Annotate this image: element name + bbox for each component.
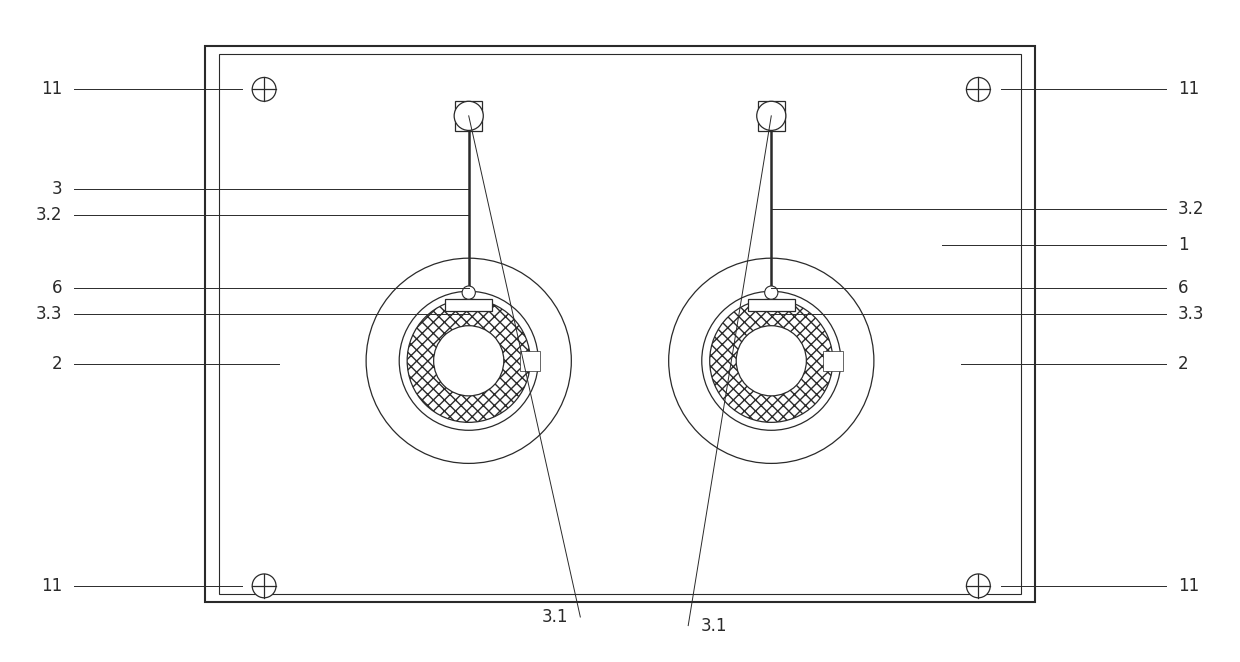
- Text: 3: 3: [51, 179, 62, 198]
- Ellipse shape: [454, 101, 484, 130]
- Ellipse shape: [252, 574, 277, 598]
- Text: 11: 11: [1178, 577, 1199, 595]
- Text: 2: 2: [1178, 355, 1189, 373]
- Ellipse shape: [765, 286, 777, 299]
- Ellipse shape: [399, 291, 538, 430]
- Bar: [521, 351, 541, 371]
- Text: 6: 6: [52, 279, 62, 297]
- Bar: [823, 351, 843, 371]
- Ellipse shape: [252, 77, 277, 101]
- Bar: [748, 299, 795, 311]
- Bar: [758, 101, 785, 131]
- Text: 11: 11: [1178, 80, 1199, 99]
- Text: 3.1: 3.1: [542, 608, 568, 626]
- Ellipse shape: [407, 299, 531, 422]
- Ellipse shape: [434, 326, 503, 396]
- Text: 3.3: 3.3: [36, 305, 62, 324]
- Ellipse shape: [668, 258, 874, 463]
- Text: 6: 6: [1178, 279, 1188, 297]
- Text: 3.3: 3.3: [1178, 305, 1204, 324]
- Ellipse shape: [366, 258, 572, 463]
- Ellipse shape: [463, 286, 475, 299]
- Bar: [205, 46, 1035, 602]
- Bar: [445, 299, 492, 311]
- Ellipse shape: [702, 291, 841, 430]
- Ellipse shape: [966, 574, 991, 598]
- Text: 2: 2: [51, 355, 62, 373]
- Ellipse shape: [709, 299, 833, 422]
- Text: 11: 11: [41, 80, 62, 99]
- Ellipse shape: [966, 77, 991, 101]
- Bar: [219, 54, 1021, 594]
- Ellipse shape: [756, 101, 786, 130]
- Text: 3.2: 3.2: [36, 206, 62, 224]
- Text: 3.1: 3.1: [701, 616, 727, 635]
- Text: 3.2: 3.2: [1178, 199, 1204, 218]
- Ellipse shape: [737, 326, 806, 396]
- Text: 11: 11: [41, 577, 62, 595]
- Bar: [455, 101, 482, 131]
- Text: 1: 1: [1178, 236, 1189, 254]
